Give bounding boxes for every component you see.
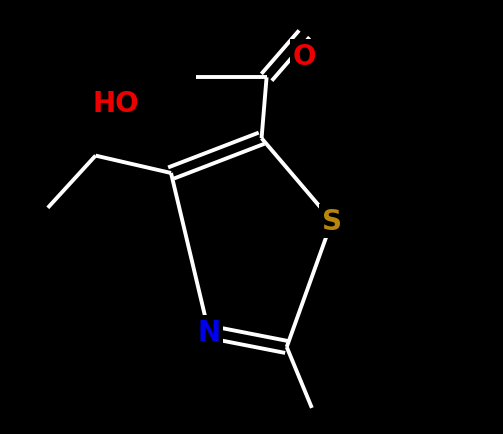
Text: N: N	[197, 318, 220, 346]
Text: O: O	[293, 43, 316, 70]
Text: S: S	[322, 207, 342, 235]
Text: HO: HO	[93, 90, 139, 118]
